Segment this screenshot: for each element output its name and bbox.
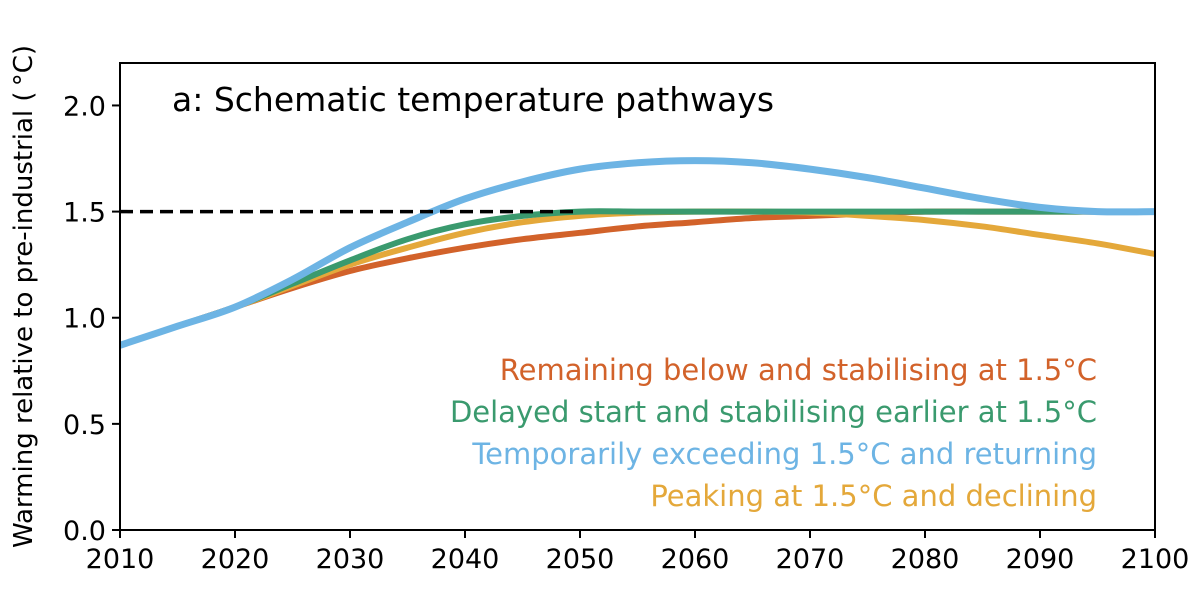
chart-title: a: Schematic temperature pathways — [172, 80, 774, 119]
legend-entry-remaining-below-and-stabilising-at-1-5-c: Remaining below and stabilising at 1.5°C — [500, 353, 1097, 387]
y-tick-label: 0.0 — [63, 516, 106, 547]
series-lines — [120, 157, 1155, 349]
x-tick-label: 2070 — [776, 544, 845, 575]
legend-entry-delayed-start-and-stabilising-earlier-at-1-5-c: Delayed start and stabilising earlier at… — [450, 395, 1097, 429]
x-tick-label: 2030 — [316, 544, 385, 575]
x-tick-label: 2080 — [891, 544, 960, 575]
x-tick-label: 2060 — [661, 544, 730, 575]
x-tick-label: 2040 — [431, 544, 500, 575]
y-tick-label: 1.0 — [63, 304, 106, 335]
x-tick-label: 2010 — [86, 544, 155, 575]
y-tick-label: 1.5 — [63, 198, 106, 229]
legend-entry-temporarily-exceeding-1-5-c-and-returning: Temporarily exceeding 1.5°C and returnin… — [471, 437, 1097, 471]
x-axis: 2010 2020 2030 2040 2050 2060 2070 2080 2090 2100 — [86, 530, 1190, 575]
legend: Remaining below and stabilising at 1.5°C… — [450, 353, 1097, 513]
series-line-delayed-start-and-stabilising-earlier-at-1-5-c — [120, 208, 1155, 349]
series-line-peaking-at-1-5-c-and-declining — [120, 208, 1155, 349]
y-tick-label: 0.5 — [63, 410, 106, 441]
y-tick-label: 2.0 — [63, 91, 106, 122]
x-tick-label: 2100 — [1121, 544, 1190, 575]
y-axis: 0.0 0.5 1.0 1.5 2.0 — [63, 91, 120, 547]
x-tick-label: 2020 — [201, 544, 270, 575]
y-axis-title: Warming relative to pre-industrial ( °C) — [9, 45, 39, 548]
x-tick-label: 2090 — [1006, 544, 1075, 575]
plot-frame — [119, 62, 1156, 531]
x-tick-label: 2050 — [546, 544, 615, 575]
series-line-temporarily-exceeding-1-5-c-and-returning — [120, 157, 1155, 349]
legend-entry-peaking-at-1-5-c-and-declining: Peaking at 1.5°C and declining — [650, 479, 1097, 513]
